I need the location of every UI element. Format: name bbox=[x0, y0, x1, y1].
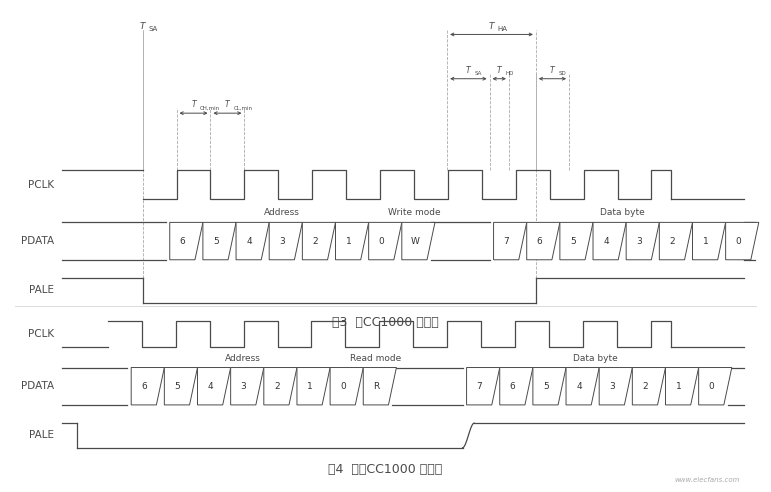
Text: 2: 2 bbox=[274, 382, 280, 391]
Polygon shape bbox=[197, 368, 231, 405]
Text: 0: 0 bbox=[709, 382, 715, 391]
Text: T: T bbox=[466, 66, 470, 75]
Text: SA: SA bbox=[149, 26, 158, 32]
Text: PDATA: PDATA bbox=[21, 236, 54, 246]
Text: 4: 4 bbox=[576, 382, 582, 391]
Polygon shape bbox=[626, 222, 659, 260]
Text: 5: 5 bbox=[570, 237, 576, 246]
Polygon shape bbox=[692, 222, 726, 260]
Text: 5: 5 bbox=[174, 382, 180, 391]
Polygon shape bbox=[726, 222, 759, 260]
Text: PALE: PALE bbox=[29, 430, 54, 440]
Polygon shape bbox=[402, 222, 435, 260]
Text: HA: HA bbox=[498, 26, 507, 32]
Text: Address: Address bbox=[264, 209, 300, 217]
Text: 图3  写CC1000 寄存器: 图3 写CC1000 寄存器 bbox=[332, 316, 439, 329]
Text: 6: 6 bbox=[180, 237, 186, 246]
Text: 3: 3 bbox=[241, 382, 247, 391]
Polygon shape bbox=[131, 368, 164, 405]
Text: 6: 6 bbox=[510, 382, 516, 391]
Polygon shape bbox=[665, 368, 699, 405]
Polygon shape bbox=[632, 368, 665, 405]
Text: T: T bbox=[550, 66, 554, 75]
Polygon shape bbox=[330, 368, 363, 405]
Text: 6: 6 bbox=[141, 382, 147, 391]
Polygon shape bbox=[566, 368, 599, 405]
Text: CH,min: CH,min bbox=[200, 106, 220, 111]
Text: Data byte: Data byte bbox=[573, 354, 618, 363]
Text: 6: 6 bbox=[537, 237, 543, 246]
Text: 4: 4 bbox=[603, 237, 609, 246]
Text: 2: 2 bbox=[312, 237, 318, 246]
Text: PALE: PALE bbox=[29, 285, 54, 295]
Text: 0: 0 bbox=[379, 237, 385, 246]
Text: T: T bbox=[497, 66, 501, 75]
Text: PCLK: PCLK bbox=[28, 180, 54, 189]
Polygon shape bbox=[236, 222, 269, 260]
Text: 3: 3 bbox=[279, 237, 285, 246]
Text: T: T bbox=[191, 100, 196, 109]
Polygon shape bbox=[593, 222, 626, 260]
Text: 1: 1 bbox=[702, 237, 709, 246]
Text: www.elecfans.com: www.elecfans.com bbox=[675, 477, 740, 483]
Text: T: T bbox=[140, 22, 146, 31]
Text: SA: SA bbox=[474, 71, 482, 76]
Polygon shape bbox=[560, 222, 593, 260]
Text: HD: HD bbox=[506, 71, 513, 76]
Text: Address: Address bbox=[225, 354, 261, 363]
Text: SD: SD bbox=[558, 71, 567, 76]
Polygon shape bbox=[599, 368, 632, 405]
Text: PDATA: PDATA bbox=[21, 381, 54, 391]
Text: Data byte: Data byte bbox=[600, 209, 645, 217]
Polygon shape bbox=[302, 222, 335, 260]
Text: 2: 2 bbox=[642, 382, 648, 391]
Polygon shape bbox=[699, 368, 732, 405]
Text: 0: 0 bbox=[340, 382, 346, 391]
Text: 4: 4 bbox=[246, 237, 252, 246]
Polygon shape bbox=[170, 222, 203, 260]
Text: T: T bbox=[489, 22, 494, 31]
Polygon shape bbox=[659, 222, 692, 260]
Text: 5: 5 bbox=[543, 382, 549, 391]
Text: 1: 1 bbox=[675, 382, 682, 391]
Text: W: W bbox=[410, 237, 419, 246]
Text: PCLK: PCLK bbox=[28, 329, 54, 339]
Polygon shape bbox=[500, 368, 533, 405]
Text: 1: 1 bbox=[345, 237, 352, 246]
Text: 5: 5 bbox=[213, 237, 219, 246]
Text: CL,min: CL,min bbox=[234, 106, 253, 111]
Polygon shape bbox=[203, 222, 236, 260]
Polygon shape bbox=[533, 368, 566, 405]
Text: Read mode: Read mode bbox=[350, 354, 402, 363]
Polygon shape bbox=[269, 222, 302, 260]
Text: 2: 2 bbox=[669, 237, 675, 246]
Text: Write mode: Write mode bbox=[388, 209, 441, 217]
Polygon shape bbox=[527, 222, 560, 260]
Text: 7: 7 bbox=[476, 382, 483, 391]
Polygon shape bbox=[466, 368, 500, 405]
Polygon shape bbox=[164, 368, 197, 405]
Text: T: T bbox=[225, 100, 230, 109]
Text: 4: 4 bbox=[207, 382, 214, 391]
Text: 图4  读取CC1000 寄存器: 图4 读取CC1000 寄存器 bbox=[328, 463, 443, 476]
Polygon shape bbox=[264, 368, 297, 405]
Polygon shape bbox=[335, 222, 369, 260]
Text: 3: 3 bbox=[636, 237, 642, 246]
Polygon shape bbox=[369, 222, 402, 260]
Polygon shape bbox=[363, 368, 396, 405]
Text: 1: 1 bbox=[307, 382, 313, 391]
Polygon shape bbox=[297, 368, 330, 405]
Polygon shape bbox=[493, 222, 527, 260]
Text: R: R bbox=[373, 382, 379, 391]
Text: 7: 7 bbox=[503, 237, 510, 246]
Polygon shape bbox=[231, 368, 264, 405]
Text: 0: 0 bbox=[736, 237, 742, 246]
Text: 3: 3 bbox=[609, 382, 615, 391]
